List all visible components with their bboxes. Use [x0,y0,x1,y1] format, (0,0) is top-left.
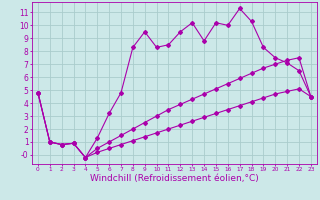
X-axis label: Windchill (Refroidissement éolien,°C): Windchill (Refroidissement éolien,°C) [90,174,259,183]
